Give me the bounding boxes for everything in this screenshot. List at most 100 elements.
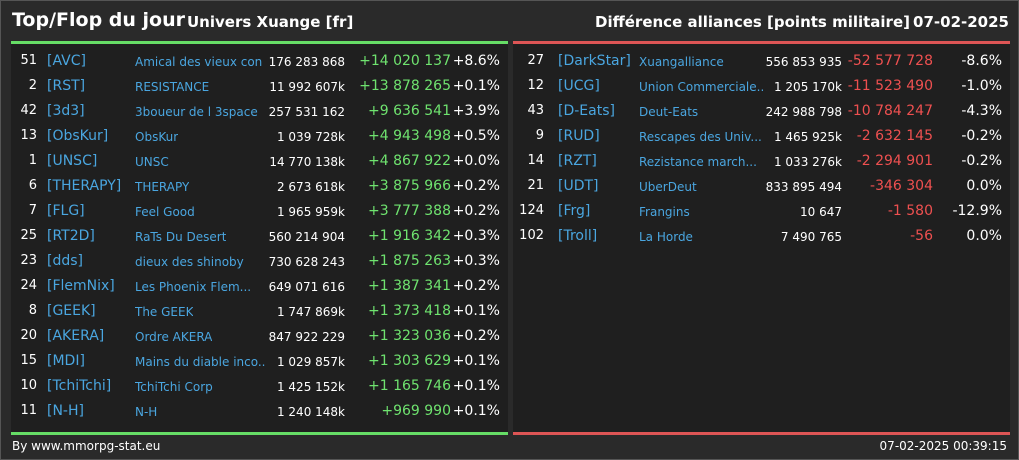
timestamp: 07-02-2025 00:39:15	[879, 439, 1007, 453]
top-row: 10 [TchiTchi] TchiTchi Corp 1 425 152k +1 16…	[11, 374, 508, 399]
alliance-tag-link[interactable]: [MDI]	[47, 353, 85, 369]
points-difference: +13 878 265	[359, 78, 451, 94]
top-row: 7 [FLG] Feel Good 1 965 959k +3 777 388 +0.2%	[11, 199, 508, 224]
alliance-points: 1 240 148k	[276, 405, 345, 419]
alliance-name-link[interactable]: Ordre AKERA	[135, 330, 213, 344]
alliance-points: 7 490 765	[780, 230, 842, 244]
alliance-points: 833 895 494	[765, 180, 842, 194]
alliance-rank: 21	[527, 178, 544, 193]
alliance-rank: 24	[20, 278, 37, 293]
alliance-name-link[interactable]: RaTs Du Desert	[135, 230, 227, 244]
alliance-tag-link[interactable]: [RZT]	[558, 153, 597, 169]
alliance-name-link[interactable]: Rescapes des Univ...	[639, 130, 762, 144]
percent-change: +0.2%	[452, 178, 500, 194]
flop-row: 27 [DarkStar] Xuangalliance 556 853 935 -52 …	[513, 49, 1010, 74]
alliance-points: 11 992 607k	[269, 80, 345, 94]
alliance-tag-link[interactable]: [RT2D]	[47, 228, 95, 244]
alliance-rank: 102	[519, 228, 544, 243]
alliance-tag-link[interactable]: [UCG]	[558, 78, 600, 94]
alliance-tag-link[interactable]: [N-H]	[47, 403, 84, 419]
percent-change: +8.6%	[452, 53, 500, 69]
alliance-name-link[interactable]: The GEEK	[135, 305, 194, 319]
alliance-rank: 12	[527, 78, 544, 93]
universe-label: Univers Xuange [fr]	[187, 13, 354, 31]
alliance-tag-link[interactable]: [Frg]	[558, 203, 591, 219]
alliance-tag-link[interactable]: [AKERA]	[47, 328, 105, 344]
alliance-name-link[interactable]: UberDeut	[639, 180, 697, 194]
alliance-points: 1 029 857k	[276, 355, 345, 369]
alliance-points: 1 425 152k	[276, 380, 345, 394]
percent-change: -8.6%	[961, 53, 1002, 69]
flop-panel: 27 [DarkStar] Xuangalliance 556 853 935 -52 …	[513, 41, 1010, 435]
alliance-tag-link[interactable]: [D-Eats]	[558, 103, 615, 119]
points-difference: -2 294 901	[856, 153, 933, 169]
alliance-tag-link[interactable]: [GEEK]	[47, 303, 96, 319]
alliance-rank: 20	[20, 328, 37, 343]
alliance-tag-link[interactable]: [DarkStar]	[558, 53, 631, 69]
alliance-tag-link[interactable]: [UDT]	[558, 178, 599, 194]
date-label: 07-02-2025	[913, 13, 1009, 31]
alliance-tag-link[interactable]: [TchiTchi]	[47, 378, 112, 394]
alliance-rank: 6	[28, 178, 37, 193]
percent-change: -0.2%	[961, 128, 1002, 144]
alliance-tag-link[interactable]: [THERAPY]	[47, 178, 122, 194]
points-difference: +1 373 418	[368, 303, 451, 319]
alliance-name-link[interactable]: Rezistance march...	[639, 155, 757, 169]
alliance-tag-link[interactable]: [3d3]	[47, 103, 85, 119]
alliance-points: 1 039 728k	[276, 130, 345, 144]
alliance-tag-link[interactable]: [RST]	[47, 78, 86, 94]
alliance-name-link[interactable]: RESISTANCE	[135, 80, 210, 94]
alliance-name-link[interactable]: Xuangalliance	[639, 55, 724, 69]
alliance-name-link[interactable]: 3boueur de l 3space	[135, 105, 258, 119]
alliance-name-link[interactable]: Feel Good	[135, 205, 195, 219]
alliance-name-link[interactable]: THERAPY	[135, 180, 190, 194]
alliance-tag-link[interactable]: [Troll]	[558, 228, 598, 244]
alliance-name-link[interactable]: dieux des shinoby	[135, 255, 244, 269]
alliance-rank: 13	[20, 128, 37, 143]
alliance-name-link[interactable]: Les Phoenix Flem...	[135, 280, 252, 294]
points-difference: +1 303 629	[368, 353, 451, 369]
alliance-tag-link[interactable]: [dds]	[47, 253, 83, 269]
alliance-rank: 42	[20, 103, 37, 118]
alliance-name-link[interactable]: La Horde	[639, 230, 693, 244]
flop-row: 12 [UCG] Union Commerciale... 1 205 170k -11…	[513, 74, 1010, 99]
source-link[interactable]: By www.mmorpg-stat.eu	[12, 439, 161, 453]
alliance-tag-link[interactable]: [ObsKur]	[47, 128, 109, 144]
points-difference: +1 387 341	[368, 278, 451, 294]
points-difference: -11 523 490	[847, 78, 933, 94]
top-row: 1 [UNSC] UNSC 14 770 138k +4 867 922 +0.0%	[11, 149, 508, 174]
percent-change: -1.0%	[961, 78, 1002, 94]
points-difference: +3 875 966	[368, 178, 451, 194]
alliance-name-link[interactable]: Union Commerciale...	[639, 80, 763, 94]
percent-change: 0.0%	[966, 178, 1002, 194]
alliance-name-link[interactable]: Amical des vieux con	[135, 55, 263, 69]
alliance-tag-link[interactable]: [AVC]	[47, 53, 86, 69]
alliance-tag-link[interactable]: [FlemNix]	[47, 278, 115, 294]
top-panel: 51 [AVC] Amical des vieux con 176 283 868 +1…	[11, 41, 508, 435]
alliance-tag-link[interactable]: [UNSC]	[47, 153, 98, 169]
alliance-name-link[interactable]: UNSC	[135, 155, 169, 169]
alliance-name-link[interactable]: Frangins	[639, 205, 690, 219]
alliance-points: 560 214 904	[268, 230, 345, 244]
points-difference: +1 875 263	[368, 253, 451, 269]
alliance-name-link[interactable]: ObsKur	[135, 130, 179, 144]
page-title: Top/Flop du jour	[12, 9, 185, 31]
alliance-name-link[interactable]: Deut-Eats	[639, 105, 699, 119]
alliance-name-link[interactable]: N-H	[135, 405, 158, 419]
top-row: 13 [ObsKur] ObsKur 1 039 728k +4 943 498 +0.5…	[11, 124, 508, 149]
alliance-points: 1 965 959k	[276, 205, 345, 219]
alliance-tag-link[interactable]: [FLG]	[47, 203, 85, 219]
percent-change: +0.0%	[452, 153, 500, 169]
percent-change: +0.5%	[452, 128, 500, 144]
top-row: 24 [FlemNix] Les Phoenix Flem... 649 071 61…	[11, 274, 508, 299]
alliance-tag-link[interactable]: [RUD]	[558, 128, 600, 144]
alliance-rank: 7	[28, 203, 37, 218]
alliance-points: 14 770 138k	[269, 155, 345, 169]
points-difference: -1 580	[887, 203, 933, 219]
alliance-points: 2 673 618k	[276, 180, 345, 194]
alliance-name-link[interactable]: TchiTchi Corp	[135, 380, 213, 394]
alliance-points: 847 922 229	[268, 330, 345, 344]
alliance-name-link[interactable]: Mains du diable inco...	[135, 355, 265, 369]
alliance-rank: 51	[20, 53, 37, 68]
